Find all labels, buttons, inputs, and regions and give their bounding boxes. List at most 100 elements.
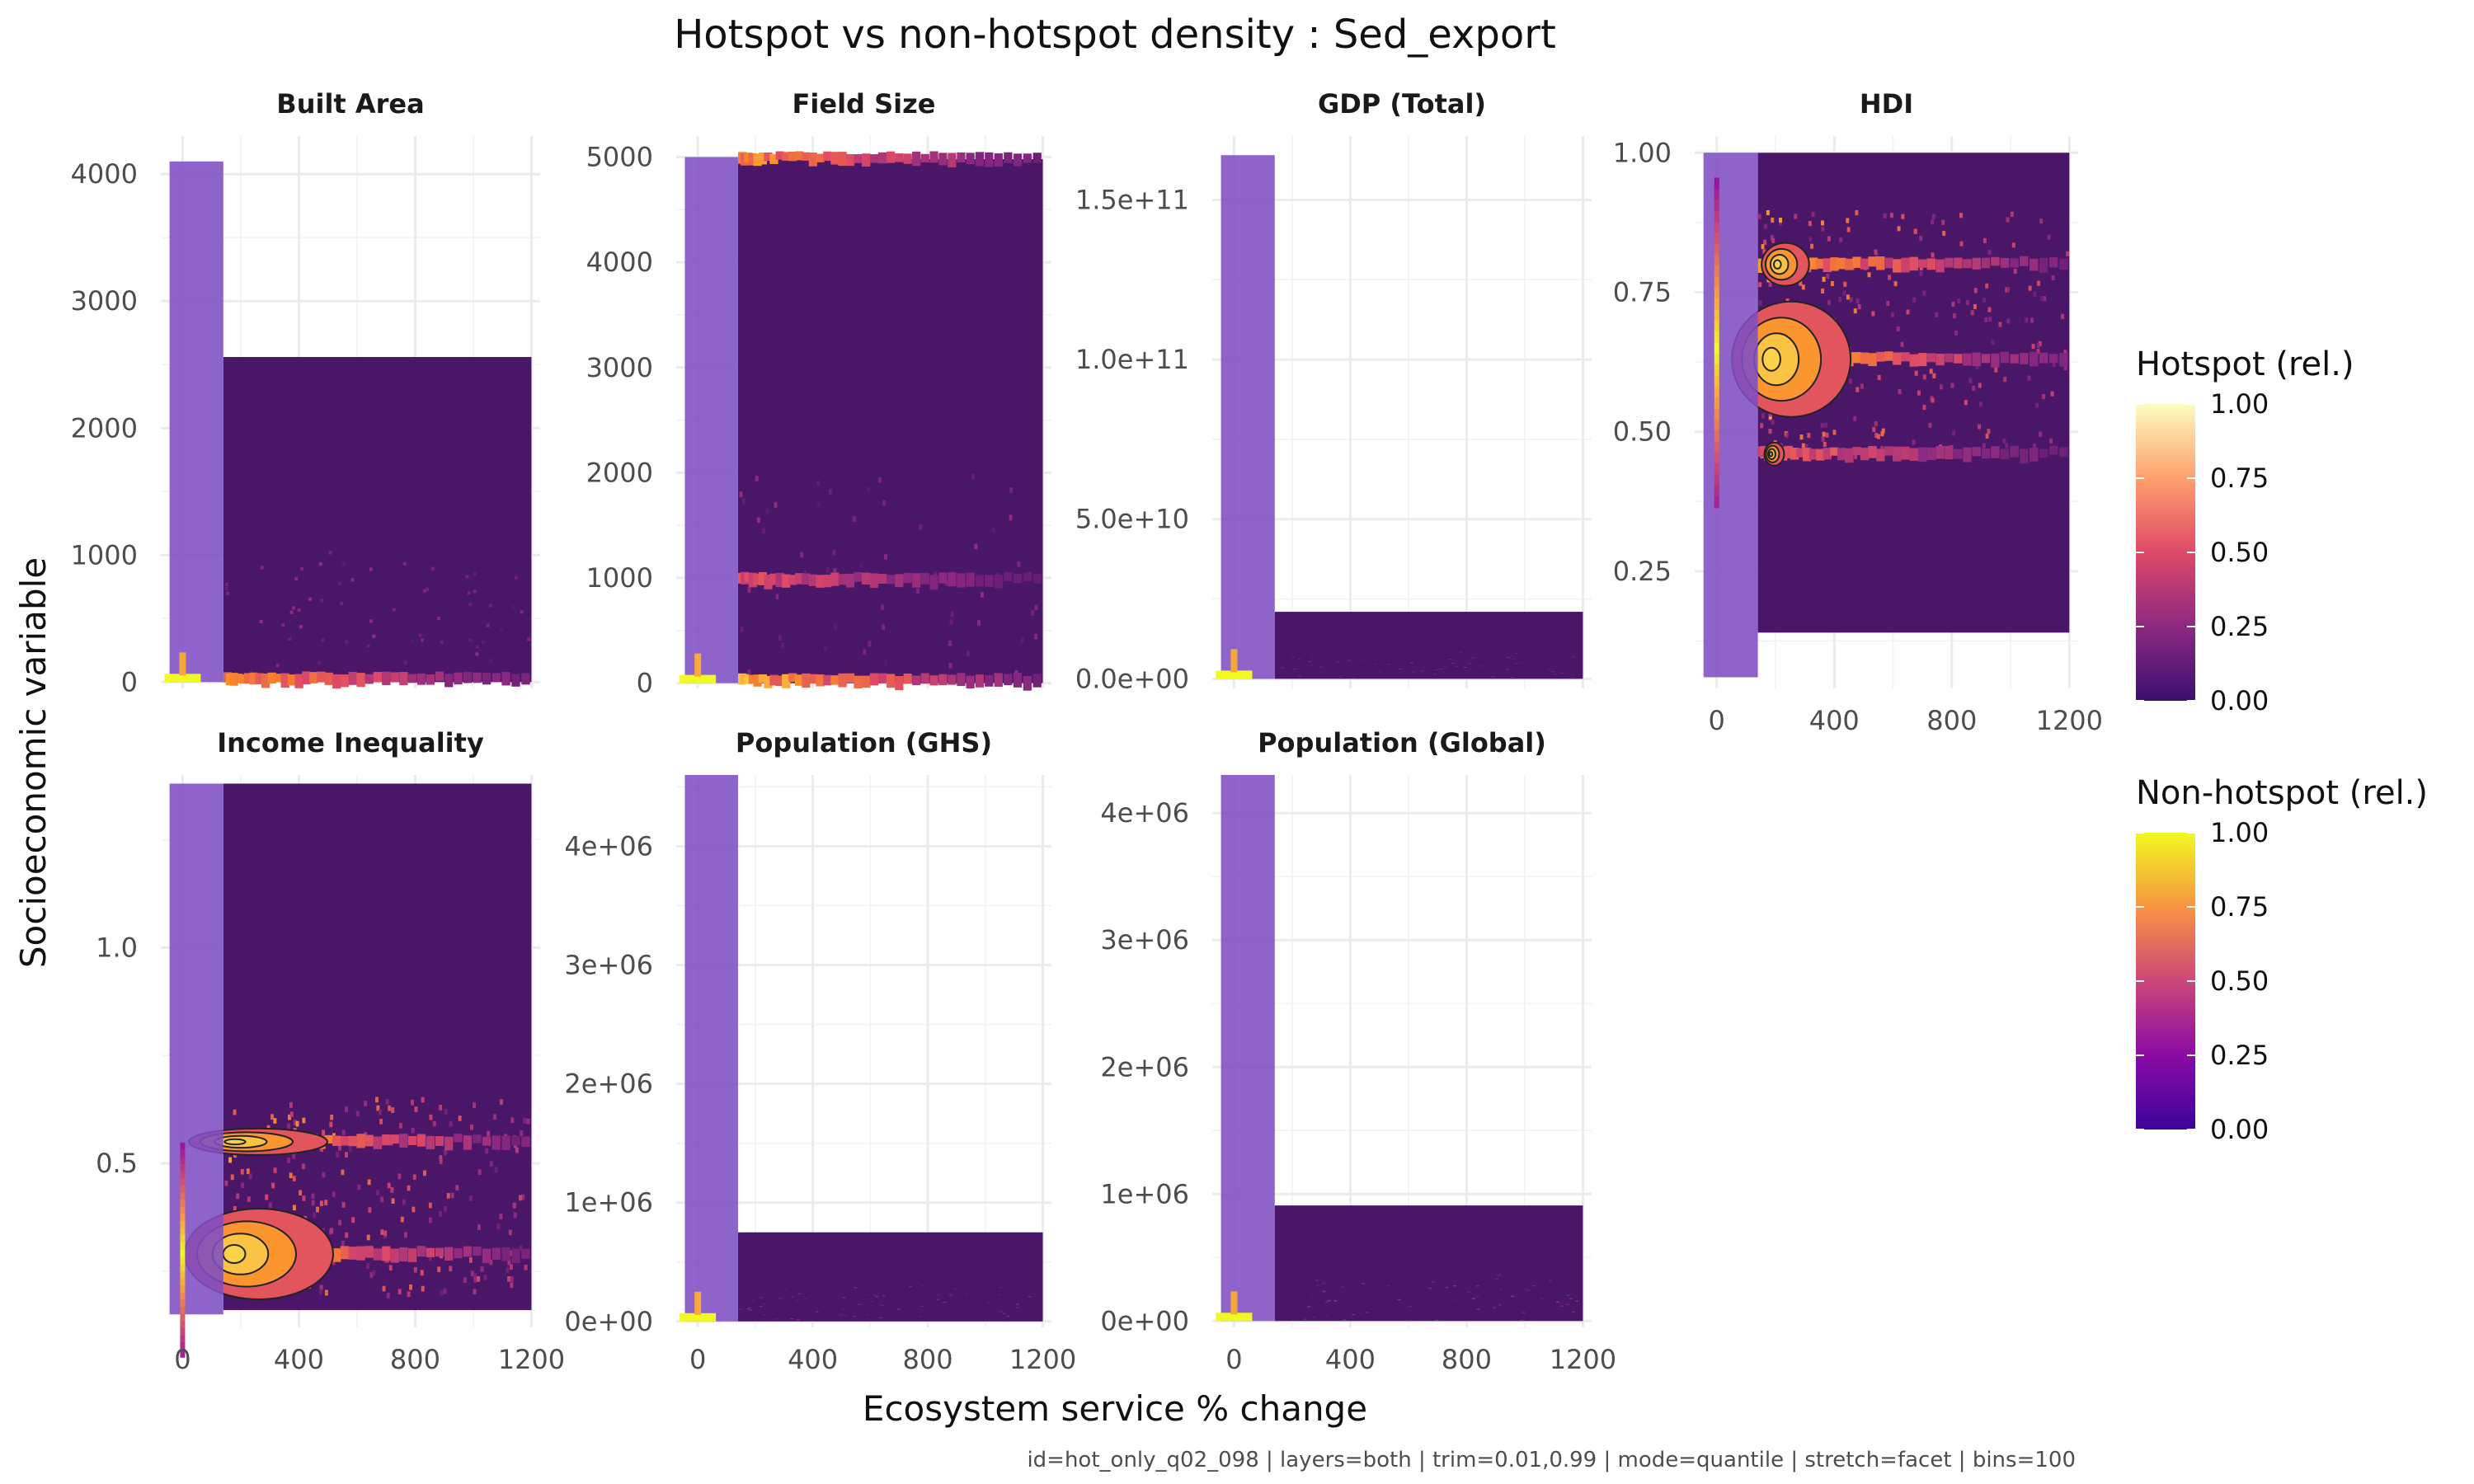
color-legend: Non-hotspot (rel.) 0.00 0.25 0.50 0.75 1.00 xyxy=(2136,774,2428,1145)
facet-title: GDP (Total) xyxy=(1318,88,1486,120)
hotspot-density-area xyxy=(1274,1205,1583,1322)
legend-title: Non-hotspot (rel.) xyxy=(2136,774,2428,812)
y-tick-label: 1000 xyxy=(586,562,653,594)
y-tick-label: 4e+06 xyxy=(564,830,653,862)
nonhotspot-density-area xyxy=(1221,155,1275,679)
y-tick-label: 0e+00 xyxy=(1100,1305,1189,1336)
y-tick-label: 0.75 xyxy=(1613,276,1672,308)
nonhotspot-highlight xyxy=(1216,1291,1253,1322)
y-tick-label: 4000 xyxy=(71,158,138,190)
nonhotspot-highlight xyxy=(164,652,201,683)
x-tick-label: 1200 xyxy=(2036,705,2103,736)
y-tick-label: 0.50 xyxy=(1613,416,1672,448)
y-tick-label: 1.0e+11 xyxy=(1075,344,1189,375)
hotspot-density-area xyxy=(223,357,532,683)
y-tick-label: 5.0e+10 xyxy=(1075,504,1189,535)
nonhotspot-density-area xyxy=(684,157,738,683)
legend-tick-label: 0.25 xyxy=(2210,1040,2269,1071)
facet-title: Population (GHS) xyxy=(736,727,992,758)
x-tick-label: 0 xyxy=(689,1344,706,1375)
x-tick-label: 1200 xyxy=(498,1344,565,1375)
chart-title: Hotspot vs non-hotspot density : Sed_exp… xyxy=(674,12,1556,58)
y-tick-label: 0e+00 xyxy=(564,1306,653,1337)
x-axis-label: Ecosystem service % change xyxy=(863,1388,1367,1429)
x-tick-label: 1200 xyxy=(1550,1344,1616,1375)
facet-panel: GDP (Total) 0.0e+00 5.0e+10 1.0e+11 1.5e+11 xyxy=(1075,88,1592,694)
nonhotspot-highlight xyxy=(1714,177,1719,509)
x-tick-label: 1200 xyxy=(1009,1344,1076,1375)
x-tick-label: 400 xyxy=(1325,1344,1376,1375)
x-tick-label: 400 xyxy=(1809,705,1860,736)
y-tick-label: 4000 xyxy=(586,247,653,278)
y-tick-label: 3e+06 xyxy=(1100,924,1189,956)
legend-tick-label: 1.00 xyxy=(2210,388,2269,420)
x-tick-label: 400 xyxy=(788,1344,838,1375)
y-tick-label: 1.0 xyxy=(96,932,138,963)
facet-title: Income Inequality xyxy=(217,727,484,758)
hotspot-cells xyxy=(739,473,1038,676)
nonhotspot-highlight xyxy=(680,1291,717,1322)
hotspot-cells xyxy=(739,1285,1032,1322)
x-tick-label: 800 xyxy=(1926,705,1977,736)
y-tick-label: 4e+06 xyxy=(1100,797,1189,829)
color-legend: Hotspot (rel.) 0.00 0.25 0.50 0.75 1.00 xyxy=(2136,345,2354,716)
x-tick-label: 0 xyxy=(174,1344,190,1375)
y-tick-label: 3000 xyxy=(586,352,653,383)
y-tick-label: 1e+06 xyxy=(1100,1178,1189,1209)
hotspot-cells xyxy=(1281,651,1575,679)
hotspot-highlight xyxy=(737,151,1042,168)
y-tick-label: 0.25 xyxy=(1613,556,1672,587)
legend-tick-label: 0.00 xyxy=(2210,685,2269,716)
facet-panel: Population (Global) 0e+00 1e+06 2e+06 3e+06 4… xyxy=(1100,727,1616,1375)
hotspot-density-area xyxy=(737,159,1043,683)
y-tick-label: 2000 xyxy=(586,457,653,488)
facet-title: Population (Global) xyxy=(1258,727,1546,758)
legend-colorbar xyxy=(2136,833,2195,1129)
hotspot-highlight xyxy=(737,571,1042,590)
legend-tick-label: 0.00 xyxy=(2210,1114,2269,1145)
facet-panel: Income Inequality 0.5 1.0 0 400 800 1200 xyxy=(96,727,565,1375)
x-tick-label: 0 xyxy=(1709,705,1725,736)
nonhotspot-highlight xyxy=(680,653,717,683)
hotspot-highlight xyxy=(737,673,1042,691)
nonhotspot-density-area xyxy=(684,775,738,1322)
hotspot-highlight xyxy=(1757,445,2068,464)
y-tick-label: 0 xyxy=(121,666,138,697)
y-tick-label: 1000 xyxy=(71,539,138,571)
nonhotspot-density-area xyxy=(169,161,223,683)
legend-tick-label: 0.75 xyxy=(2210,891,2269,923)
x-tick-label: 0 xyxy=(1225,1344,1242,1375)
nonhotspot-density-area xyxy=(169,783,223,1315)
facet-title: HDI xyxy=(1860,88,1913,120)
facet-panel: Built Area 0 1000 2000 3000 4000 xyxy=(71,88,540,697)
facet-title: Built Area xyxy=(276,88,424,120)
nonhotspot-highlight xyxy=(1216,649,1253,679)
y-tick-label: 3000 xyxy=(71,285,138,317)
y-tick-label: 3e+06 xyxy=(564,950,653,981)
legend-colorbar xyxy=(2136,404,2195,701)
hotspot-density-area xyxy=(737,1232,1043,1322)
y-tick-label: 2000 xyxy=(71,412,138,444)
y-tick-label: 2e+06 xyxy=(564,1068,653,1100)
y-axis-label: Socioeconomic variable xyxy=(13,557,54,968)
legend-tick-label: 0.50 xyxy=(2210,965,2269,997)
x-tick-label: 400 xyxy=(274,1344,324,1375)
hotspot-density-area xyxy=(1274,612,1583,679)
y-tick-label: 0.5 xyxy=(96,1148,138,1179)
y-tick-label: 2e+06 xyxy=(1100,1051,1189,1082)
y-tick-label: 0 xyxy=(637,668,653,699)
chart-caption: id=hot_only_q02_098 | layers=both | trim… xyxy=(1027,1448,2076,1472)
hotspot-highlight xyxy=(223,671,530,689)
legend-tick-label: 0.75 xyxy=(2210,463,2269,494)
nonhotspot-density-area xyxy=(1703,153,1758,678)
hotspot-cells xyxy=(1298,1274,1579,1322)
legend-tick-label: 1.00 xyxy=(2210,817,2269,848)
y-tick-label: 1e+06 xyxy=(564,1187,653,1219)
facet-panel: HDI 0.25 0.50 0.75 1.00 0 400 800 1200 xyxy=(1613,88,2103,736)
y-tick-label: 1.00 xyxy=(1613,137,1672,168)
legend-title: Hotspot (rel.) xyxy=(2136,345,2354,383)
x-tick-label: 800 xyxy=(1442,1344,1492,1375)
hotspot-cells xyxy=(224,551,531,682)
legend-tick-label: 0.25 xyxy=(2210,611,2269,642)
